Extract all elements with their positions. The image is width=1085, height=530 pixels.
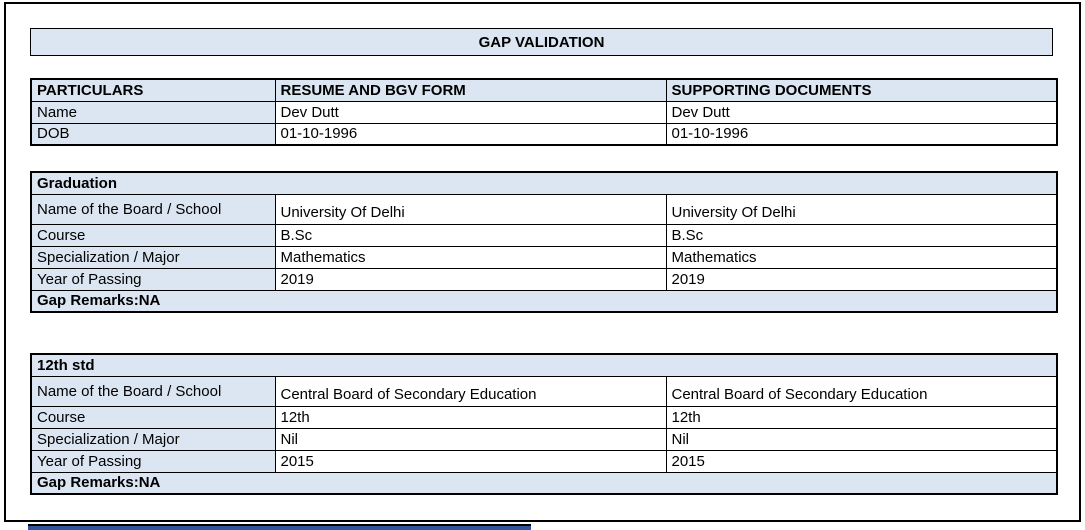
value-specialization-resume: Mathematics xyxy=(274,245,667,269)
gap-remarks: Gap Remarks:NA xyxy=(30,289,1058,313)
value-year-resume: 2015 xyxy=(274,449,667,473)
identity-table: PARTICULARS RESUME AND BGV FORM SUPPORTI… xyxy=(30,78,1058,146)
table-row: Specialization / Major Nil Nil xyxy=(30,427,1058,451)
table-row: Year of Passing 2019 2019 xyxy=(30,267,1058,291)
table-row: Course 12th 12th xyxy=(30,405,1058,429)
next-section-cutoff-strip xyxy=(28,524,531,530)
row-label-year-of-passing: Year of Passing xyxy=(30,449,276,473)
table-row: Name of the Board / School Central Board… xyxy=(30,375,1058,407)
gap-remarks-row: Gap Remarks:NA xyxy=(30,289,1058,313)
row-label-course: Course xyxy=(30,405,276,429)
row-label-name: Name xyxy=(30,100,276,124)
table-row: Course B.Sc B.Sc xyxy=(30,223,1058,247)
value-board-supporting: Central Board of Secondary Education xyxy=(665,375,1058,407)
value-course-supporting: B.Sc xyxy=(665,223,1058,247)
row-label-board-school: Name of the Board / School xyxy=(30,193,276,225)
section-heading-12th-std: 12th std xyxy=(30,353,1058,377)
section-heading-row: Graduation xyxy=(30,171,1058,195)
gap-remarks: Gap Remarks:NA xyxy=(30,471,1058,495)
table-row: Year of Passing 2015 2015 xyxy=(30,449,1058,473)
table-row: Specialization / Major Mathematics Mathe… xyxy=(30,245,1058,269)
header-supporting-documents: SUPPORTING DOCUMENTS xyxy=(665,78,1058,102)
header-resume-bgv: RESUME AND BGV FORM xyxy=(274,78,667,102)
gap-remarks-row: Gap Remarks:NA xyxy=(30,471,1058,495)
table-row: DOB 01-10-1996 01-10-1996 xyxy=(30,122,1058,146)
value-dob-resume: 01-10-1996 xyxy=(274,122,667,146)
value-name-resume: Dev Dutt xyxy=(274,100,667,124)
value-year-resume: 2019 xyxy=(274,267,667,291)
row-label-course: Course xyxy=(30,223,276,247)
row-label-year-of-passing: Year of Passing xyxy=(30,267,276,291)
value-dob-supporting: 01-10-1996 xyxy=(665,122,1058,146)
value-year-supporting: 2015 xyxy=(665,449,1058,473)
twelfth-std-table: 12th std Name of the Board / School Cent… xyxy=(30,353,1058,495)
row-label-specialization: Specialization / Major xyxy=(30,245,276,269)
value-name-supporting: Dev Dutt xyxy=(665,100,1058,124)
value-specialization-resume: Nil xyxy=(274,427,667,451)
graduation-table: Graduation Name of the Board / School Un… xyxy=(30,171,1058,313)
page-title-text: GAP VALIDATION xyxy=(478,33,605,51)
page-title: GAP VALIDATION xyxy=(30,28,1053,56)
header-particulars: PARTICULARS xyxy=(30,78,276,102)
table-row: Name Dev Dutt Dev Dutt xyxy=(30,100,1058,124)
row-label-dob: DOB xyxy=(30,122,276,146)
value-year-supporting: 2019 xyxy=(665,267,1058,291)
value-course-resume: 12th xyxy=(274,405,667,429)
row-label-board-school: Name of the Board / School xyxy=(30,375,276,407)
section-heading-graduation: Graduation xyxy=(30,171,1058,195)
value-course-supporting: 12th xyxy=(665,405,1058,429)
row-label-specialization: Specialization / Major xyxy=(30,427,276,451)
table-row: Name of the Board / School University Of… xyxy=(30,193,1058,225)
value-specialization-supporting: Nil xyxy=(665,427,1058,451)
value-course-resume: B.Sc xyxy=(274,223,667,247)
value-board-resume: University Of Delhi xyxy=(274,193,667,225)
table-header-row: PARTICULARS RESUME AND BGV FORM SUPPORTI… xyxy=(30,78,1058,102)
value-board-supporting: University Of Delhi xyxy=(665,193,1058,225)
section-heading-row: 12th std xyxy=(30,353,1058,377)
value-specialization-supporting: Mathematics xyxy=(665,245,1058,269)
value-board-resume: Central Board of Secondary Education xyxy=(274,375,667,407)
